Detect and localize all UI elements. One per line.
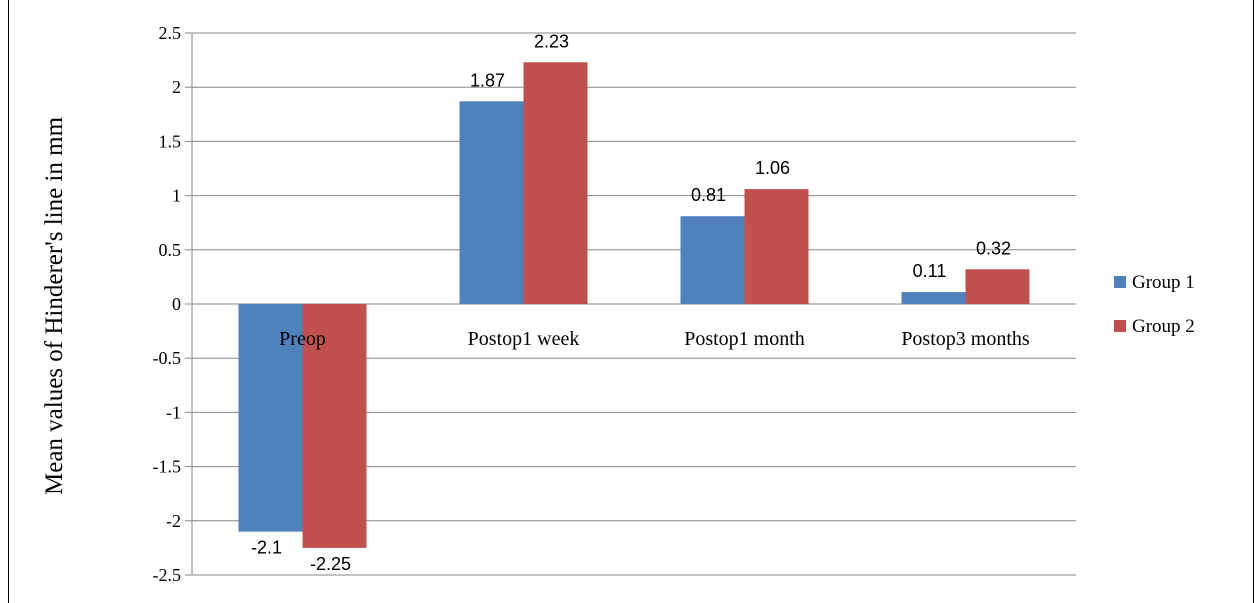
data-label: 1.06 [755,158,790,178]
data-label: -2.25 [310,554,351,574]
bar-group-2 [302,304,367,548]
data-label: -2.1 [251,538,282,558]
data-label: 0.81 [691,185,726,205]
legend-label: Group 1 [1132,272,1195,293]
legend: Group 1 Group 2 [1114,272,1195,337]
category-labels: Preop Postop1 week Postop1 month Postop3 mo… [279,328,1030,350]
y-tick-label: 1.5 [159,131,182,151]
y-axis-label: Mean values of Hinderer's line in mm [41,116,68,495]
y-tick-label: 0 [172,294,181,314]
y-tick-label: -1.5 [153,457,182,477]
y-tick-label: -1 [166,402,181,422]
y-tick-label: 1 [172,186,181,206]
y-tick-label: -0.5 [153,348,182,368]
legend-label: Group 2 [1132,316,1195,337]
bar-group-1 [459,101,524,305]
legend-swatch [1114,276,1126,288]
category-label: Preop [279,328,326,350]
data-label: 0.32 [976,238,1011,258]
data-label: 1.87 [470,70,505,90]
y-axis-ticks: 2.5 2 1.5 1 0.5 0 -0.5 -1 -1.5 -2 -2.5 [153,23,192,585]
y-tick-label: 2 [172,77,181,97]
bar-group-1 [901,292,966,304]
y-tick-label: -2.5 [153,565,182,585]
category-label: Postop3 months [901,328,1030,350]
bar-group-2 [744,189,809,304]
category-label: Postop1 week [468,328,580,350]
bar-group-2 [965,269,1030,304]
data-label: 0.11 [913,261,947,281]
data-label: 2.23 [534,31,569,51]
y-tick-label: 0.5 [159,240,182,260]
legend-swatch [1114,320,1126,332]
chart-frame [8,0,1254,603]
data-labels: -2.1 -2.25 1.87 2.23 0.81 1.06 0.11 0.32 [251,31,1011,574]
bar-group-1 [238,304,303,532]
bar-group-2 [523,62,588,304]
y-tick-label: 2.5 [159,23,182,43]
bar-group-1 [680,216,745,304]
category-label: Postop1 month [684,328,805,350]
bars [238,62,1030,548]
y-tick-label: -2 [166,511,181,531]
